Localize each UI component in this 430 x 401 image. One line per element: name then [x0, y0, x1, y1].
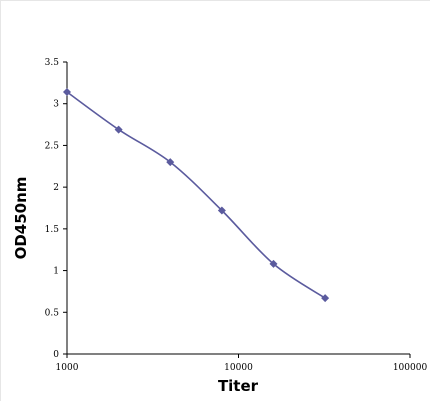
y-tick-label: 2.5 — [45, 141, 60, 151]
axes — [66, 62, 410, 355]
x-axis-title: Titer — [218, 377, 259, 395]
y-tick-label: 0 — [53, 350, 59, 360]
y-tick-label: 1 — [53, 267, 59, 277]
series-line — [66, 91, 326, 299]
data-point-marker — [166, 158, 175, 167]
data-markers — [63, 88, 330, 303]
data-point-marker — [114, 125, 123, 134]
y-tick-label: 1.5 — [45, 225, 60, 235]
y-tick-label: 3 — [53, 100, 59, 110]
x-ticks: 1000 10000 100000 — [56, 354, 428, 373]
data-point-marker — [269, 259, 278, 268]
x-tick-label: 1000 — [56, 363, 79, 373]
y-tick-label: 2 — [53, 183, 59, 193]
y-tick-label: 0.5 — [45, 308, 60, 318]
y-ticks: 0 0.5 1 1.5 2 2.5 3 3.5 — [45, 58, 67, 360]
data-point-marker — [217, 206, 226, 215]
x-tick-label: 100000 — [393, 363, 428, 373]
data-point-marker — [321, 294, 330, 303]
data-point-marker — [63, 88, 71, 97]
y-tick-label: 3.5 — [45, 58, 60, 68]
y-axis-title: OD450nm — [12, 177, 30, 260]
x-tick-label: 10000 — [224, 363, 253, 373]
